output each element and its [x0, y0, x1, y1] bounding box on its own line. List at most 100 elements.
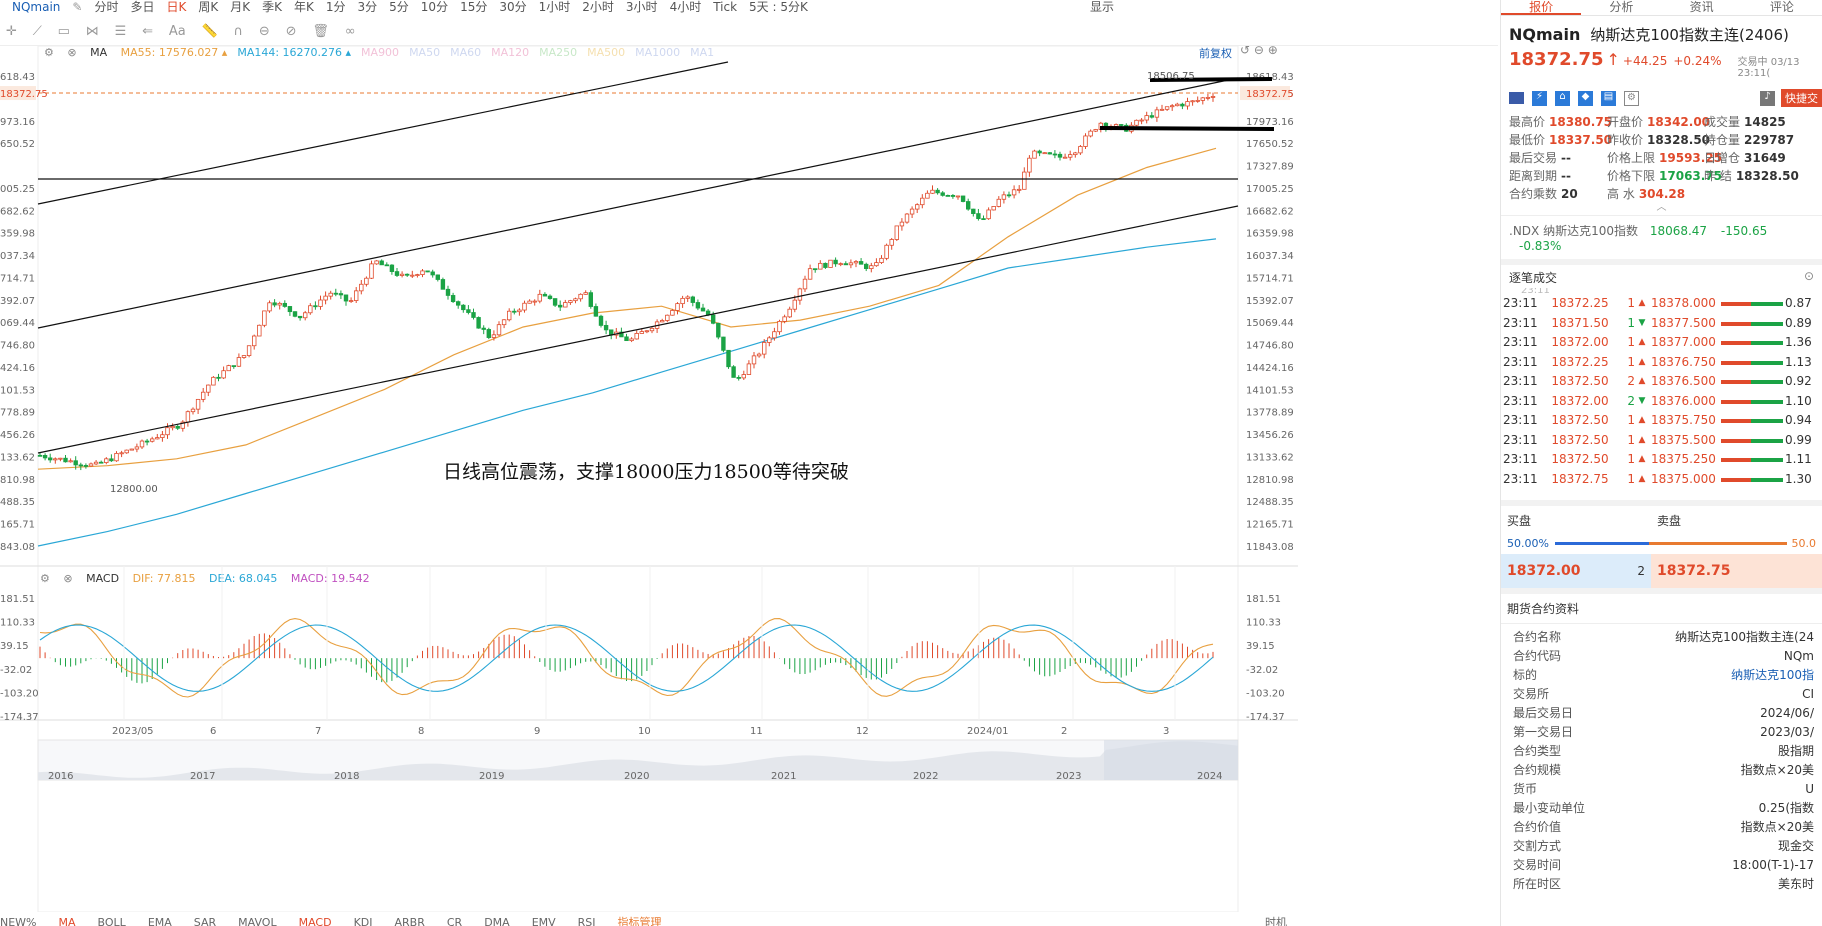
ruler-icon[interactable]: 📏: [201, 24, 218, 39]
indicator-tab[interactable]: ARBR: [394, 916, 425, 926]
period-tab[interactable]: 2小时: [582, 0, 614, 14]
period-tab[interactable]: 5天 : 5分K: [749, 0, 808, 14]
indicator-tab[interactable]: KDJ: [353, 916, 373, 926]
ma-item[interactable]: MA500: [587, 46, 626, 59]
symbol-tab[interactable]: NQmain: [12, 0, 61, 14]
kline-chart[interactable]: 18618.4318372.7517973.1617650.5217327.89…: [0, 46, 1300, 912]
zoom-in-icon[interactable]: ⊕: [1267, 43, 1278, 57]
magnet-icon[interactable]: ∩: [233, 24, 244, 39]
draw-icon[interactable]: ✎: [72, 0, 83, 14]
doc-icon[interactable]: ▤: [1601, 90, 1616, 106]
indicator-tab[interactable]: NEW%: [0, 916, 37, 926]
fib-tool-icon[interactable]: ⋈: [85, 24, 99, 39]
period-tab[interactable]: 日K: [166, 0, 187, 14]
trade-row: 23:11 18372.50 2 ▲: [1501, 372, 1651, 392]
indicator-tab[interactable]: RSI: [577, 916, 596, 926]
book-price: 18376.500: [1651, 374, 1716, 388]
candle: [491, 334, 497, 338]
quote-tab[interactable]: 评论: [1769, 0, 1794, 14]
period-tab[interactable]: 月K: [230, 0, 251, 14]
period-tab[interactable]: 3小时: [625, 0, 658, 14]
ma-item[interactable]: MA1000: [635, 46, 681, 59]
settings-icon[interactable]: ⚙: [1624, 90, 1639, 106]
candle: [792, 299, 797, 310]
quote-tab[interactable]: 分析: [1609, 0, 1634, 14]
period-tab[interactable]: 30分: [499, 0, 527, 14]
contract-value: 纳斯达克100指数主连(24: [1675, 630, 1814, 644]
indicator-tab[interactable]: MACD: [298, 916, 332, 926]
ma-item[interactable]: MA250: [539, 46, 578, 59]
ma-item[interactable]: MA144: 16270.276 ▴: [237, 46, 352, 59]
book-bar: [1721, 333, 1783, 353]
ask-box[interactable]: 18372.75: [1651, 554, 1822, 588]
settings-icon[interactable]: ⚙: [40, 572, 50, 585]
period-tab[interactable]: 1小时: [538, 0, 571, 14]
bell-icon[interactable]: ♪: [1760, 90, 1775, 106]
ma-item[interactable]: MA120: [491, 46, 530, 59]
period-tab[interactable]: 分时: [94, 0, 119, 14]
time-tick: 11: [750, 726, 763, 737]
quote-tab[interactable]: 资讯: [1689, 0, 1714, 14]
lock-icon[interactable]: ⊖: [258, 24, 270, 39]
indicator-tab[interactable]: MA: [58, 916, 76, 926]
book-bar-green: [1751, 302, 1783, 306]
indicator-tab[interactable]: SAR: [193, 916, 217, 926]
contract-key: 标的: [1513, 668, 1538, 682]
rect-tool-icon[interactable]: ▭: [57, 24, 70, 39]
indicator-tab[interactable]: 时机: [1265, 916, 1287, 926]
settings-icon[interactable]: ⚙: [44, 46, 54, 59]
text-tool-icon[interactable]: Aa: [168, 24, 186, 39]
adjust-button[interactable]: 前复权: [1199, 47, 1232, 60]
crosshair-icon[interactable]: ✛: [6, 24, 17, 39]
indicator-tab[interactable]: EMV: [531, 916, 556, 926]
ma-item[interactable]: MA60: [450, 46, 482, 59]
tag-icon[interactable]: ◆: [1578, 90, 1593, 106]
candle: [63, 457, 68, 463]
ma-item[interactable]: MA900: [361, 46, 400, 59]
period-tab[interactable]: 多日: [130, 0, 155, 14]
zoom-out-icon[interactable]: ⊖: [1253, 43, 1264, 57]
close-icon[interactable]: ⊗: [67, 46, 77, 59]
display-menu[interactable]: 显示: [1090, 0, 1115, 14]
period-tab[interactable]: 1分: [325, 0, 346, 14]
indicator-tab[interactable]: MAVOL: [238, 916, 277, 926]
clipped-row: 23:11: [1521, 288, 1550, 294]
eye-icon[interactable]: ⊘: [285, 24, 297, 39]
period-tab[interactable]: 周K: [198, 0, 219, 14]
ma-item[interactable]: MA50: [409, 46, 441, 59]
indicator-tab[interactable]: 指标管理: [617, 916, 662, 926]
index-line[interactable]: .NDX 纳斯达克100指数 18068.47 -150.65 -0.83%: [1501, 215, 1822, 259]
close-icon[interactable]: ⊗: [63, 572, 73, 585]
period-tab[interactable]: 10分: [420, 0, 449, 14]
indicator-tab[interactable]: CR: [446, 916, 463, 926]
quote-tab[interactable]: 报价: [1501, 0, 1582, 15]
period-tab[interactable]: Tick: [713, 0, 738, 14]
indicator-tab[interactable]: BOLL: [97, 916, 126, 926]
book-row: 18376.500 0.92: [1651, 372, 1822, 392]
trash-icon[interactable]: 🗑: [312, 24, 329, 39]
period-tab[interactable]: 年K: [294, 0, 314, 14]
period-tab[interactable]: 5分: [389, 0, 409, 14]
link-icon[interactable]: ∞: [344, 24, 356, 39]
period-tab[interactable]: 3分: [357, 0, 378, 14]
lightning-icon[interactable]: ⚡: [1532, 90, 1547, 106]
candle: [1078, 146, 1083, 154]
bid-box[interactable]: 18372.00 2: [1501, 554, 1651, 588]
reset-icon[interactable]: ↺: [1240, 43, 1251, 57]
period-tab[interactable]: 4小时: [669, 0, 702, 14]
ma-item[interactable]: MA1: [690, 46, 715, 59]
quick-trade-button[interactable]: 快捷交: [1781, 89, 1822, 107]
period-tab[interactable]: 15分: [460, 0, 488, 14]
indicator-tab[interactable]: DMA: [484, 916, 510, 926]
arrow-tool-icon[interactable]: ⇐: [142, 24, 154, 39]
more-icon[interactable]: ⊙: [1803, 269, 1814, 283]
indicator-tab[interactable]: EMA: [147, 916, 172, 926]
ma-item[interactable]: MA55: 17576.027 ▴: [120, 46, 228, 59]
overview-window[interactable]: [1104, 740, 1238, 780]
bank-icon[interactable]: ⌂: [1555, 90, 1570, 106]
channel-tool-icon[interactable]: ☰: [114, 24, 127, 39]
line-tool-icon[interactable]: ⟋: [32, 24, 42, 39]
trades-area[interactable]: 23:11 18372.25 1 ▲ 23:11 18371.50 1 ▼ 23:11 18372…: [1501, 288, 1822, 500]
expand-icon[interactable]: ︿: [1656, 202, 1667, 213]
period-tab[interactable]: 季K: [262, 0, 282, 14]
